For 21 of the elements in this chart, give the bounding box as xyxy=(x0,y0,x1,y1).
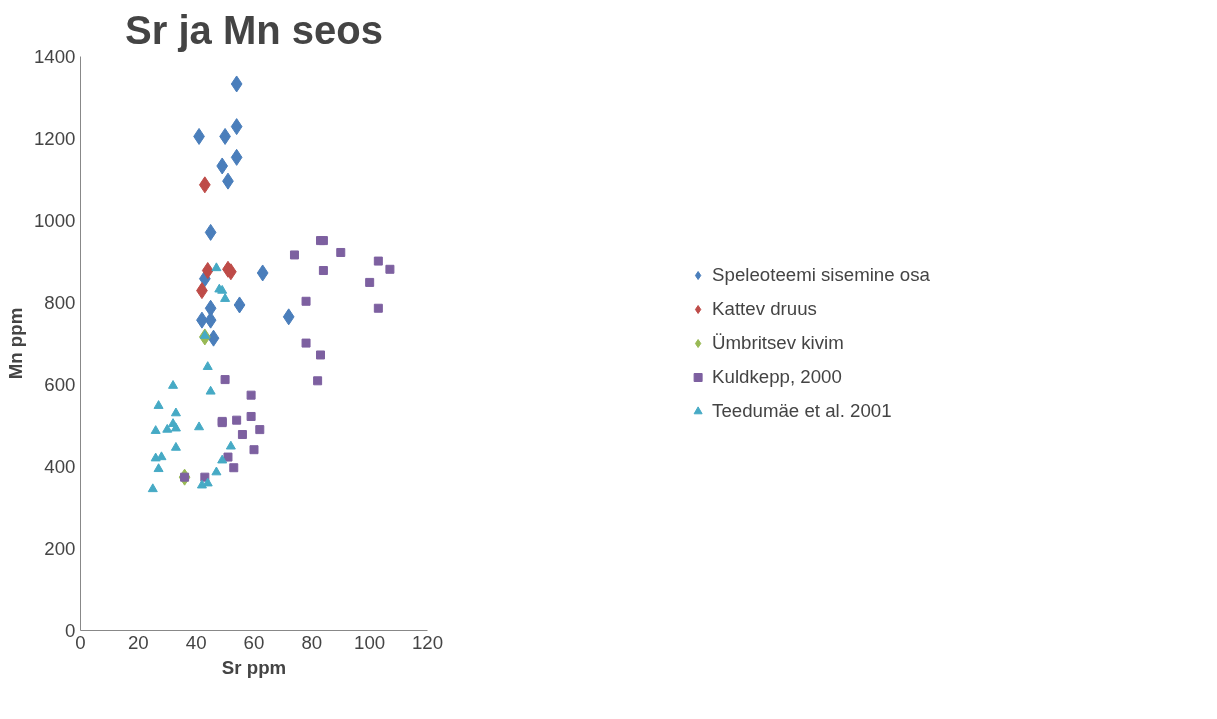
y-tick-label: 600 xyxy=(44,374,76,395)
y-tick-label: 1000 xyxy=(34,210,76,231)
x-axis-title: Sr ppm xyxy=(221,656,287,678)
y-tick-label: 800 xyxy=(44,292,76,313)
legend-label: Kuldkepp, 2000 xyxy=(712,366,842,388)
legend-label: Ümbritsev kivim xyxy=(712,332,844,354)
y-tick-label: 400 xyxy=(44,456,76,477)
legend-label: Kattev druus xyxy=(712,298,817,320)
chart-title: Sr ja Mn seos xyxy=(125,7,383,52)
x-tick-label: 60 xyxy=(243,631,265,653)
legend-label: Teedumäe et al. 2001 xyxy=(712,400,892,422)
x-tick-label: 80 xyxy=(301,631,323,653)
y-tick-label: 1200 xyxy=(34,128,76,149)
x-tick-label: 40 xyxy=(185,631,207,653)
y-tick-label: 1400 xyxy=(34,46,76,67)
legend-label: Speleoteemi sisemine osa xyxy=(712,264,930,286)
x-tick-label: 20 xyxy=(127,631,149,653)
y-axis-title: Mn ppm xyxy=(5,307,26,380)
x-tick-label: 100 xyxy=(354,631,386,653)
x-tick-label: 120 xyxy=(411,631,444,653)
y-tick-label: 200 xyxy=(44,538,76,559)
